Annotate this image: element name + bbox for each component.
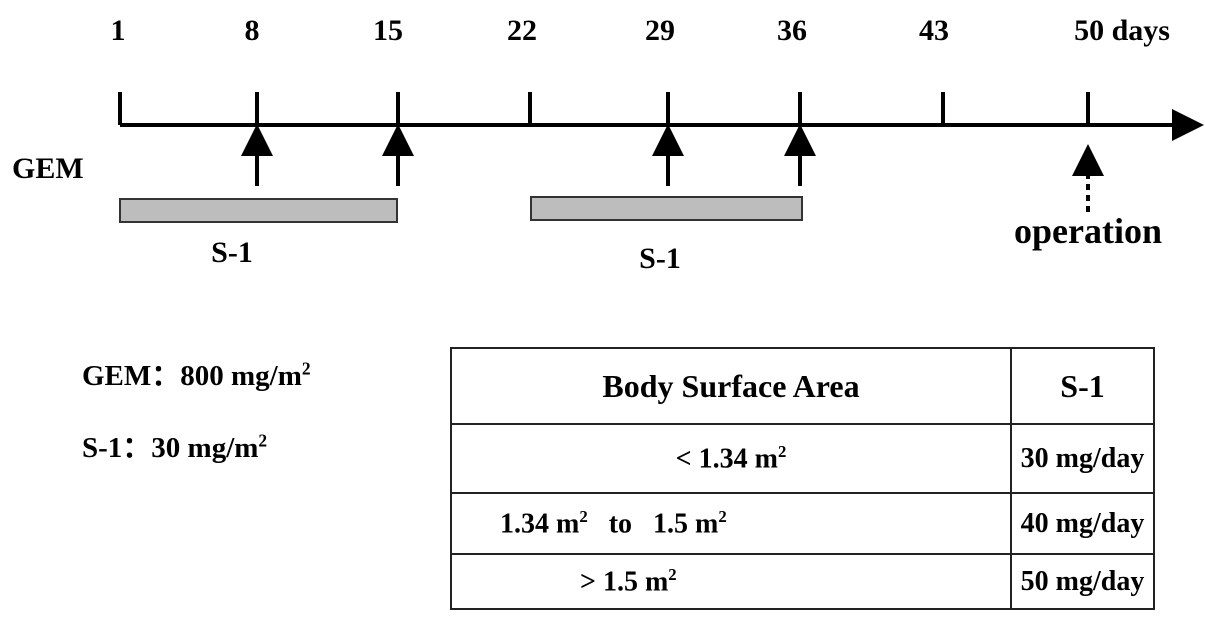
dose-cell: 50 mg/day bbox=[1010, 553, 1155, 610]
s1-period-bar bbox=[119, 198, 398, 223]
operation-label: operation bbox=[1014, 211, 1162, 251]
s1-label: S-1 bbox=[639, 242, 681, 275]
tick-label: 36 bbox=[777, 14, 807, 47]
bsa-cell: > 1.5 m2 bbox=[450, 553, 1012, 610]
dose-table: Body Surface Area S-1 < 1.34 m2 30 mg/da… bbox=[450, 347, 1155, 610]
table-row: < 1.34 m2 30 mg/day bbox=[450, 423, 1155, 494]
gem-dose: GEM：800 mg/m2 bbox=[82, 358, 311, 392]
tick-label: 1 bbox=[111, 14, 126, 47]
table-row: 1.34 m2 to 1.5 m2 40 mg/day bbox=[450, 492, 1155, 555]
bsa-cell: < 1.34 m2 bbox=[450, 423, 1012, 494]
gem-label: GEM bbox=[12, 152, 84, 185]
tick-label: 8 bbox=[245, 14, 260, 47]
tick-label: 50 days bbox=[1074, 14, 1170, 47]
tick-label: 29 bbox=[645, 14, 675, 47]
header-bsa: Body Surface Area bbox=[450, 347, 1012, 425]
tick-label: 43 bbox=[919, 14, 949, 47]
bsa-cell: 1.34 m2 to 1.5 m2 bbox=[450, 492, 1012, 555]
dose-cell: 30 mg/day bbox=[1010, 423, 1155, 494]
header-s1: S-1 bbox=[1010, 347, 1155, 425]
dose-cell: 40 mg/day bbox=[1010, 492, 1155, 555]
tick-label: 15 bbox=[373, 14, 403, 47]
tick-label: 22 bbox=[507, 14, 537, 47]
s1-label: S-1 bbox=[211, 236, 253, 269]
ticks bbox=[118, 92, 1090, 125]
s1-dose: S-1：30 mg/m2 bbox=[82, 430, 268, 464]
s1-period-bar bbox=[530, 196, 803, 221]
table-row: > 1.5 m2 50 mg/day bbox=[450, 553, 1155, 610]
table-header-row: Body Surface Area S-1 bbox=[450, 347, 1155, 425]
